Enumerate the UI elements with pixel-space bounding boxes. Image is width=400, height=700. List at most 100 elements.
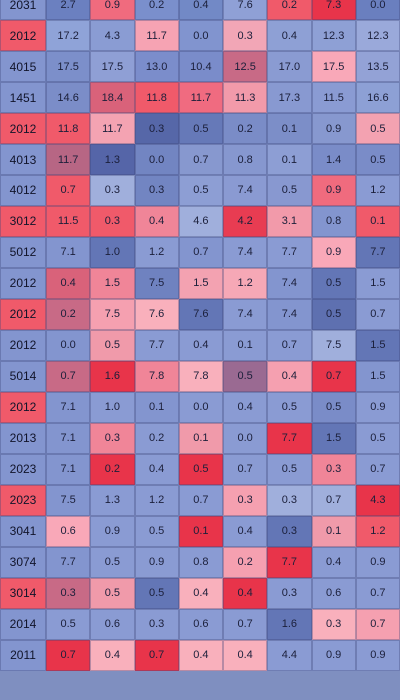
heatmap-cell: 0.7 [46,175,91,206]
heatmap-cell: 0.5 [223,360,268,392]
heatmap-cell: 0.3 [90,175,135,206]
heatmap-cell: 17.5 [90,51,135,83]
heatmap-cell: 1.0 [90,391,135,423]
heatmap-cell: 12.5 [223,51,268,83]
heatmap-cell: 11.5 [311,82,356,114]
row-label: 2012 [0,329,46,361]
heatmap-cell: 7.4 [223,175,268,206]
heatmap-cell: 1.5 [178,267,223,299]
heatmap-cell: 0.0 [178,20,223,52]
heatmap-cell: 0.6 [311,577,356,609]
heatmap-cell: 0.5 [134,577,179,609]
heatmap-cell: 1.2 [355,515,400,547]
row-label: 2031 [0,0,46,21]
heatmap-cell: 11.7 [178,82,223,114]
heatmap-cell: 0.6 [46,515,91,547]
row-label: 3012 [0,205,46,237]
heatmap-cell: 1.3 [90,144,135,175]
heatmap-cell: 0.7 [46,639,91,671]
heatmap-cell: 0.5 [267,453,312,485]
heatmap-cell: 0.3 [267,484,312,516]
row-label: 2023 [0,453,46,485]
heatmap-cell: 11.7 [90,113,135,145]
heatmap-cell: 18.4 [90,82,135,114]
heatmap-cell: 7.7 [355,236,400,268]
heatmap-cell: 0.4 [46,267,91,299]
heatmap-cell: 0.2 [223,546,268,578]
heatmap-cell: 12.3 [355,20,400,52]
heatmap-cell: 0.7 [355,298,400,330]
heatmap-cell: 1.2 [355,175,400,206]
heatmap-cell: 7.5 [46,484,91,516]
heatmap-cell: 0.7 [178,484,223,516]
heatmap-cell: 0.1 [311,515,356,547]
heatmap-cell: 0.5 [90,577,135,609]
row-label: 5012 [0,236,46,268]
heatmap-cell: 14.6 [46,82,91,114]
heatmap-cell: 11.8 [46,113,91,145]
heatmap-cell: 0.7 [355,608,400,640]
heatmap-cell: 0.1 [134,391,179,423]
heatmap-cell: 17.2 [46,20,91,52]
heatmap-cell: 0.5 [311,267,356,299]
heatmap-cell: 7.7 [267,422,312,454]
heatmap-cell: 7.1 [46,236,91,268]
heatmap-cell: 0.9 [134,546,179,578]
row-label: 2012 [0,20,46,52]
heatmap-cell: 17.3 [267,82,312,114]
heatmap-cell: 0.7 [178,144,223,175]
row-label: 3014 [0,577,46,609]
heatmap-cell: 0.5 [178,113,223,145]
heatmap-cell: 1.5 [90,267,135,299]
heatmap-cell: 0.1 [267,144,312,175]
heatmap-cell: 0.5 [311,391,356,423]
heatmap-cell: 7.4 [223,236,268,268]
heatmap-cell: 0.2 [90,453,135,485]
heatmap-cell: 7.4 [267,267,312,299]
heatmap-cell: 1.5 [311,422,356,454]
heatmap-cell: 0.3 [134,113,179,145]
heatmap-cell: 7.8 [134,360,179,392]
row-label: 2023 [0,484,46,516]
heatmap-cell: 4.3 [355,484,400,516]
heatmap-cell: 0.1 [178,515,223,547]
heatmap-cell: 0.3 [311,453,356,485]
heatmap-cell: 0.6 [178,608,223,640]
heatmap-cell: 7.5 [311,329,356,361]
heatmap-cell: 7.5 [134,267,179,299]
heatmap-cell: 4.6 [178,205,223,237]
heatmap-cell: 1.5 [355,267,400,299]
row-label: 2013 [0,422,46,454]
heatmap-cell: 0.9 [311,236,356,268]
heatmap-cell: 0.2 [134,422,179,454]
heatmap-cell: 0.9 [355,546,400,578]
heatmap-cell: 0.4 [178,0,223,21]
heatmap-cell: 0.3 [223,20,268,52]
heatmap-cell: 0.9 [311,113,356,145]
heatmap-cell: 0.4 [267,360,312,392]
heatmap-cell: 17.5 [311,51,356,83]
heatmap-cell: 17.0 [267,51,312,83]
heatmap-cell: 4.2 [223,205,268,237]
row-label: 2011 [0,639,46,671]
heatmap-cell: 0.5 [355,144,400,175]
heatmap-cell: 0.2 [46,298,91,330]
heatmap-cell: 0.3 [311,608,356,640]
heatmap-cell: 7.7 [134,329,179,361]
heatmap-cell: 1.3 [90,484,135,516]
heatmap-cell: 0.3 [223,484,268,516]
heatmap-cell: 0.3 [134,608,179,640]
row-label: 2012 [0,267,46,299]
row-label: 2012 [0,391,46,423]
heatmap-cell: 1.2 [134,484,179,516]
heatmap-cell: 0.8 [178,546,223,578]
heatmap-cell: 7.7 [267,236,312,268]
heatmap-cell: 0.4 [223,515,268,547]
heatmap-cell: 0.9 [90,515,135,547]
heatmap-cell: 0.5 [90,546,135,578]
heatmap-cell: 1.0 [90,236,135,268]
heatmap-cell: 4.3 [90,20,135,52]
heatmap-cell: 16.6 [355,82,400,114]
heatmap-cell: 0.1 [267,113,312,145]
heatmap-cell: 4.4 [267,639,312,671]
